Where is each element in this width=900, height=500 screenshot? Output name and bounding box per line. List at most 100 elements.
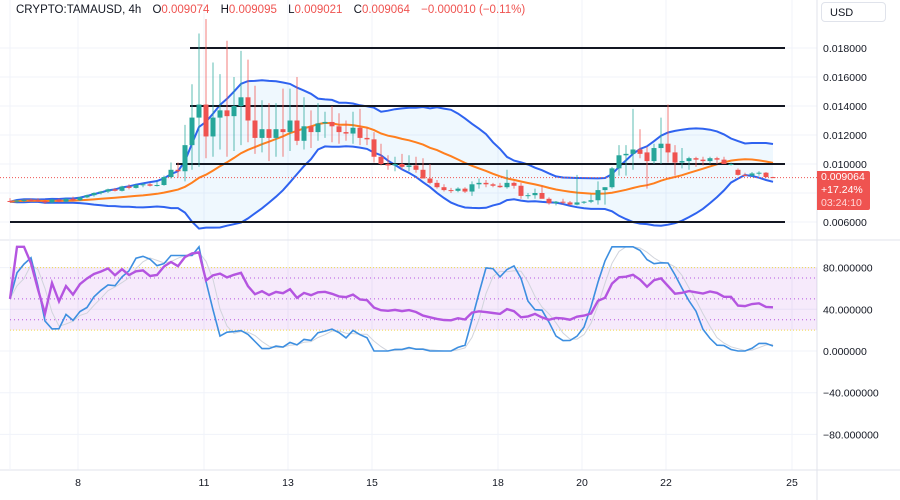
candle-body xyxy=(742,174,748,176)
change-percent: +17.24% xyxy=(821,184,863,196)
candle-body xyxy=(420,169,426,179)
candle-body xyxy=(7,200,13,202)
candle-body xyxy=(504,182,510,188)
candle-body xyxy=(35,200,41,202)
candle-body xyxy=(700,159,706,162)
current-price-badge: 0.009064 +17.24% 03:24:10 xyxy=(817,171,870,210)
candle-body xyxy=(385,164,391,166)
candle-body xyxy=(161,177,167,186)
time-tick-label: 22 xyxy=(660,477,672,489)
candle-body xyxy=(539,193,545,199)
time-tick-label: 11 xyxy=(199,477,210,489)
open-label: O xyxy=(152,4,162,16)
candle-body xyxy=(280,129,286,133)
currency-button[interactable]: USD xyxy=(821,2,886,22)
candle-body xyxy=(448,190,454,192)
stoch-line xyxy=(9,244,774,352)
candles xyxy=(7,19,776,206)
candle-body xyxy=(490,184,496,186)
bollinger-basis xyxy=(9,121,774,203)
candle-body xyxy=(665,143,671,153)
candle-body xyxy=(189,117,195,146)
candle-body xyxy=(532,193,538,196)
candle-body xyxy=(651,148,657,162)
high-value: 0.009095 xyxy=(228,4,277,16)
candle-body xyxy=(154,185,160,187)
price-tick-label: 0.012000 xyxy=(823,130,867,142)
rsi-line xyxy=(8,245,774,322)
candle-body xyxy=(371,139,377,157)
candle-body xyxy=(175,169,181,172)
candle-body xyxy=(294,120,300,141)
candle-body xyxy=(735,169,741,175)
candle-body xyxy=(728,164,734,165)
candle-body xyxy=(553,201,559,204)
candle-body xyxy=(182,145,188,172)
candle-body xyxy=(525,195,531,197)
candle-body xyxy=(763,172,769,178)
candle-body xyxy=(623,153,629,156)
time-tick-label: 8 xyxy=(75,477,81,489)
candle-body xyxy=(427,178,433,183)
candle-body xyxy=(301,126,307,141)
osc-tick-label: 0.000000 xyxy=(823,346,867,358)
candle-body xyxy=(105,189,111,192)
horizontal-line-drawings[interactable] xyxy=(0,47,817,223)
symbol-title[interactable]: CRYPTO:TAMAUSD, 4h xyxy=(16,4,142,16)
candle-body xyxy=(91,193,97,196)
price-tick-label: 0.016000 xyxy=(823,72,867,84)
bollinger-fill xyxy=(10,80,773,229)
candle-body xyxy=(14,200,20,202)
candle-body xyxy=(406,165,412,167)
candle-body xyxy=(658,143,664,149)
osc-tick-label: −40.000000 xyxy=(823,388,879,400)
candle-body xyxy=(497,185,503,188)
candle-body xyxy=(343,132,349,134)
candle-body xyxy=(469,184,475,192)
time-tick-label: 13 xyxy=(282,477,294,489)
candle-body xyxy=(224,110,230,117)
time-tick-label: 15 xyxy=(366,477,378,489)
candle-body xyxy=(126,186,132,188)
candle-body xyxy=(196,104,202,118)
candle-body xyxy=(567,202,573,205)
candle-body xyxy=(56,199,62,202)
candle-body xyxy=(147,184,153,186)
candle-body xyxy=(119,186,125,191)
candle-body xyxy=(245,97,251,121)
high-label: H xyxy=(220,4,229,16)
candle-body xyxy=(322,121,328,124)
candle-body xyxy=(252,120,258,138)
candle-body xyxy=(84,195,90,198)
candle-body xyxy=(49,199,55,203)
candle-body xyxy=(441,187,447,191)
candle-body xyxy=(357,127,363,138)
candle-body xyxy=(238,97,244,106)
candle-body xyxy=(98,191,104,193)
price-tick-label: 0.010000 xyxy=(823,159,867,171)
candle-body xyxy=(315,123,321,133)
candle-body xyxy=(518,185,524,196)
oscillator-band-fill xyxy=(10,267,817,331)
candle-body xyxy=(273,129,279,138)
time-tick-label: 18 xyxy=(492,477,504,489)
candle-body xyxy=(28,199,34,201)
price-tick-label: 0.018000 xyxy=(823,43,867,55)
candle-body xyxy=(168,169,174,178)
time-tick-label: 20 xyxy=(576,477,588,489)
current-price: 0.009064 xyxy=(821,171,865,183)
axes: 0.018000 0.016000 0.014000 0.012000 0.010000… xyxy=(75,43,879,489)
candle-body xyxy=(644,152,650,162)
candle-body xyxy=(378,156,384,164)
price-tick-label: 0.006000 xyxy=(823,217,867,229)
candle-body xyxy=(511,182,517,186)
candle-body xyxy=(259,129,265,138)
candle-body xyxy=(756,172,762,174)
candle-body xyxy=(462,188,468,192)
candle-body xyxy=(749,173,755,176)
candle-body xyxy=(140,184,146,186)
oscillator-bands xyxy=(10,267,817,331)
candle-body xyxy=(560,201,566,203)
bar-countdown: 03:24:10 xyxy=(821,197,862,209)
